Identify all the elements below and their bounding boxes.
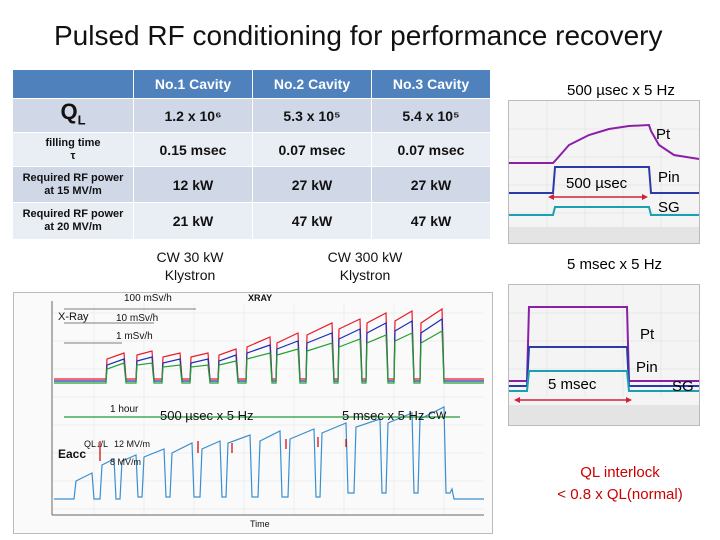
header-cavity-1: No.1 Cavity — [133, 70, 253, 99]
scope-top-width-label: 500 µsec — [566, 175, 628, 192]
table-corner — [13, 70, 134, 99]
scope-top-pin-label: Pin — [658, 169, 680, 186]
table-row: Required RF power at 15 MV/m 12 kW 27 kW … — [13, 166, 491, 203]
qldown-label: QL↓/L — [84, 439, 109, 449]
scope-top-header: 500 µsec x 5 Hz — [567, 82, 675, 99]
table-row: QL 1.2 x 10⁶ 5.3 x 10⁵ 5.4 x 10⁵ — [13, 98, 491, 133]
sg-trace — [509, 370, 699, 392]
power20-cavity-1: 21 kW — [133, 202, 253, 239]
eacc-12-label: 12 MV/m — [114, 439, 151, 449]
span-cw-label: CW — [428, 410, 447, 422]
xray-blue-trace — [54, 317, 484, 382]
pin-trace — [509, 346, 699, 387]
scope-top-panel — [508, 100, 700, 244]
scope-bottom-sg-label: SG — [672, 378, 694, 395]
klystron-cw300-label: CW 300 kW Klystron — [327, 249, 403, 283]
rad-1-label: 1 mSv/h — [116, 331, 153, 342]
power20-cavity-3: 47 kW — [371, 202, 491, 239]
x-axis-label: Time — [250, 519, 270, 529]
eacc-trace — [54, 406, 484, 500]
filling-time-cavity-2: 0.07 msec — [252, 132, 372, 167]
page-title: Pulsed RF conditioning for performance r… — [54, 20, 663, 51]
scope-bottom-traces — [509, 285, 699, 425]
table-row: Required RF power at 20 MV/m 21 kW 47 kW … — [13, 202, 491, 239]
header-cavity-2: No.2 Cavity — [252, 70, 372, 99]
row-label-power-20: Required RF power at 20 MV/m — [13, 202, 134, 239]
xray-eacc-chart: 100 mSv/h XRAY X-Ray 10 mSv/h 1 mSv/h 1 … — [13, 292, 493, 534]
cavity-parameter-table: No.1 Cavity No.2 Cavity No.3 Cavity QL 1… — [13, 70, 491, 239]
sg-trace — [509, 206, 699, 216]
pt-trace — [509, 123, 700, 164]
filling-time-cavity-3: 0.07 msec — [371, 132, 491, 167]
power15-cavity-1: 12 kW — [133, 166, 253, 203]
eacc-8-label: 8 MV/m — [110, 457, 142, 467]
header-cavity-3: No.3 Cavity — [371, 70, 491, 99]
row-label-power-15: Required RF power at 15 MV/m — [13, 166, 134, 203]
scope-bottom-width-arrow — [514, 397, 632, 403]
xray-red-trace — [54, 307, 484, 380]
xray-eacc-plot — [51, 301, 484, 516]
scope-bottom-pin-label: Pin — [636, 359, 658, 376]
klystron-cw30-label: CW 30 kW Klystron — [156, 249, 224, 283]
rad-100-label: 100 mSv/h — [124, 293, 172, 304]
span-5ms-label: 5 msec x 5 Hz — [342, 408, 425, 423]
ql-cavity-2: 5.3 x 10⁵ — [252, 98, 372, 133]
row-label-filling-time: filling time τ — [13, 132, 134, 167]
pin-trace — [509, 166, 699, 194]
xray-label: X-Ray — [58, 311, 89, 323]
power15-cavity-2: 27 kW — [252, 166, 372, 203]
row-label-ql: QL — [13, 98, 134, 133]
scope-top-traces — [509, 101, 700, 243]
span-1hour-label: 1 hour — [110, 404, 139, 415]
xray-green-trace — [54, 329, 484, 384]
ql-interlock-note: QL interlock < 0.8 x QL(normal) — [557, 464, 683, 503]
rad-10-label: 10 mSv/h — [116, 313, 159, 324]
table-row: filling time τ 0.15 msec 0.07 msec 0.07 m… — [13, 132, 491, 167]
ql-cavity-3: 5.4 x 10⁵ — [371, 98, 491, 133]
pt-trace — [509, 306, 699, 382]
power15-cavity-3: 27 kW — [371, 166, 491, 203]
scope-bottom-panel — [508, 284, 700, 426]
power20-cavity-2: 47 kW — [252, 202, 372, 239]
scope-bottom-pt-label: Pt — [640, 326, 655, 343]
ql-cavity-1: 1.2 x 10⁶ — [133, 98, 253, 133]
eacc-label: Eacc — [58, 447, 87, 461]
filling-time-cavity-1: 0.15 msec — [133, 132, 253, 167]
scope-bottom-header: 5 msec x 5 Hz — [567, 256, 663, 273]
scope-top-pt-label: Pt — [656, 126, 671, 143]
chart-title: XRAY — [248, 293, 273, 303]
scope-bottom-width-label: 5 msec — [548, 376, 597, 393]
span-500us-label: 500 µsec x 5 Hz — [160, 408, 254, 423]
scope-top-width-arrow — [548, 194, 648, 200]
scope-top-sg-label: SG — [658, 199, 680, 216]
